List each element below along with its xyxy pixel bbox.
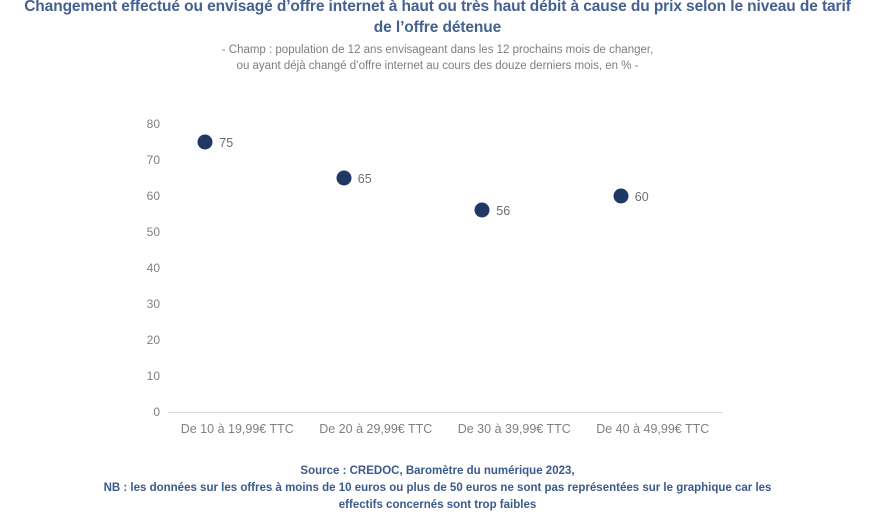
data-point[interactable] [613, 188, 629, 204]
chart-title: Changement effectué ou envisagé d’offre … [24, 0, 851, 36]
chart-subtitle: - Champ : population de 12 ans envisagea… [0, 42, 875, 74]
y-axis-tick-label: 0 [153, 405, 160, 419]
chart-subtitle-line-2: ou ayant déjà changé d’offre internet au… [236, 60, 639, 72]
chart-subtitle-line-1: - Champ : population de 12 ans envisagea… [221, 44, 654, 56]
y-axis-tick-label: 30 [146, 297, 160, 311]
x-axis-tick-label: De 40 à 49,99€ TTC [596, 422, 710, 436]
x-axis-tick-label: De 10 à 19,99€ TTC [180, 422, 294, 436]
chart-footer: Source : CREDOC, Baromètre du numérique … [0, 463, 875, 514]
data-point[interactable] [336, 170, 352, 186]
footer-source: Source : CREDOC, Baromètre du numérique … [300, 465, 575, 477]
x-axis-tick-label: De 30 à 39,99€ TTC [457, 422, 571, 436]
y-axis-tick-label: 10 [146, 369, 160, 383]
x-axis-tick-label: De 20 à 29,99€ TTC [319, 422, 433, 436]
data-point-label: 60 [634, 189, 649, 204]
data-point-label: 75 [219, 135, 234, 150]
scatter-series: 75 65 56 60 [0, 96, 875, 452]
footer-note-line-2: effectifs concernés sont trop faibles [338, 499, 537, 511]
footer-note-line-1: NB : les données sur les offres à moins … [103, 482, 772, 494]
data-point[interactable] [474, 202, 490, 218]
y-axis-tick-label: 80 [146, 117, 160, 131]
chart-plot-area: 0 10 20 30 40 50 60 70 80 75 65 56 60 De 10 à 19,99… [0, 96, 875, 452]
data-point-label: 65 [357, 171, 372, 186]
chart-header: Changement effectué ou envisagé d’offre … [0, 0, 875, 74]
y-axis-tick-label: 40 [146, 261, 160, 275]
y-axis-tick-label: 60 [146, 189, 160, 203]
y-axis-tick-label: 20 [146, 333, 160, 347]
y-axis-tick-label: 50 [146, 225, 160, 239]
data-point[interactable] [197, 134, 213, 150]
x-axis-baseline [168, 412, 722, 413]
x-axis: De 10 à 19,99€ TTC De 20 à 29,99€ TTC De 3… [0, 422, 875, 446]
y-axis: 0 10 20 30 40 50 60 70 80 [0, 96, 160, 452]
data-point-label: 56 [496, 204, 511, 219]
y-axis-tick-label: 70 [146, 153, 160, 167]
